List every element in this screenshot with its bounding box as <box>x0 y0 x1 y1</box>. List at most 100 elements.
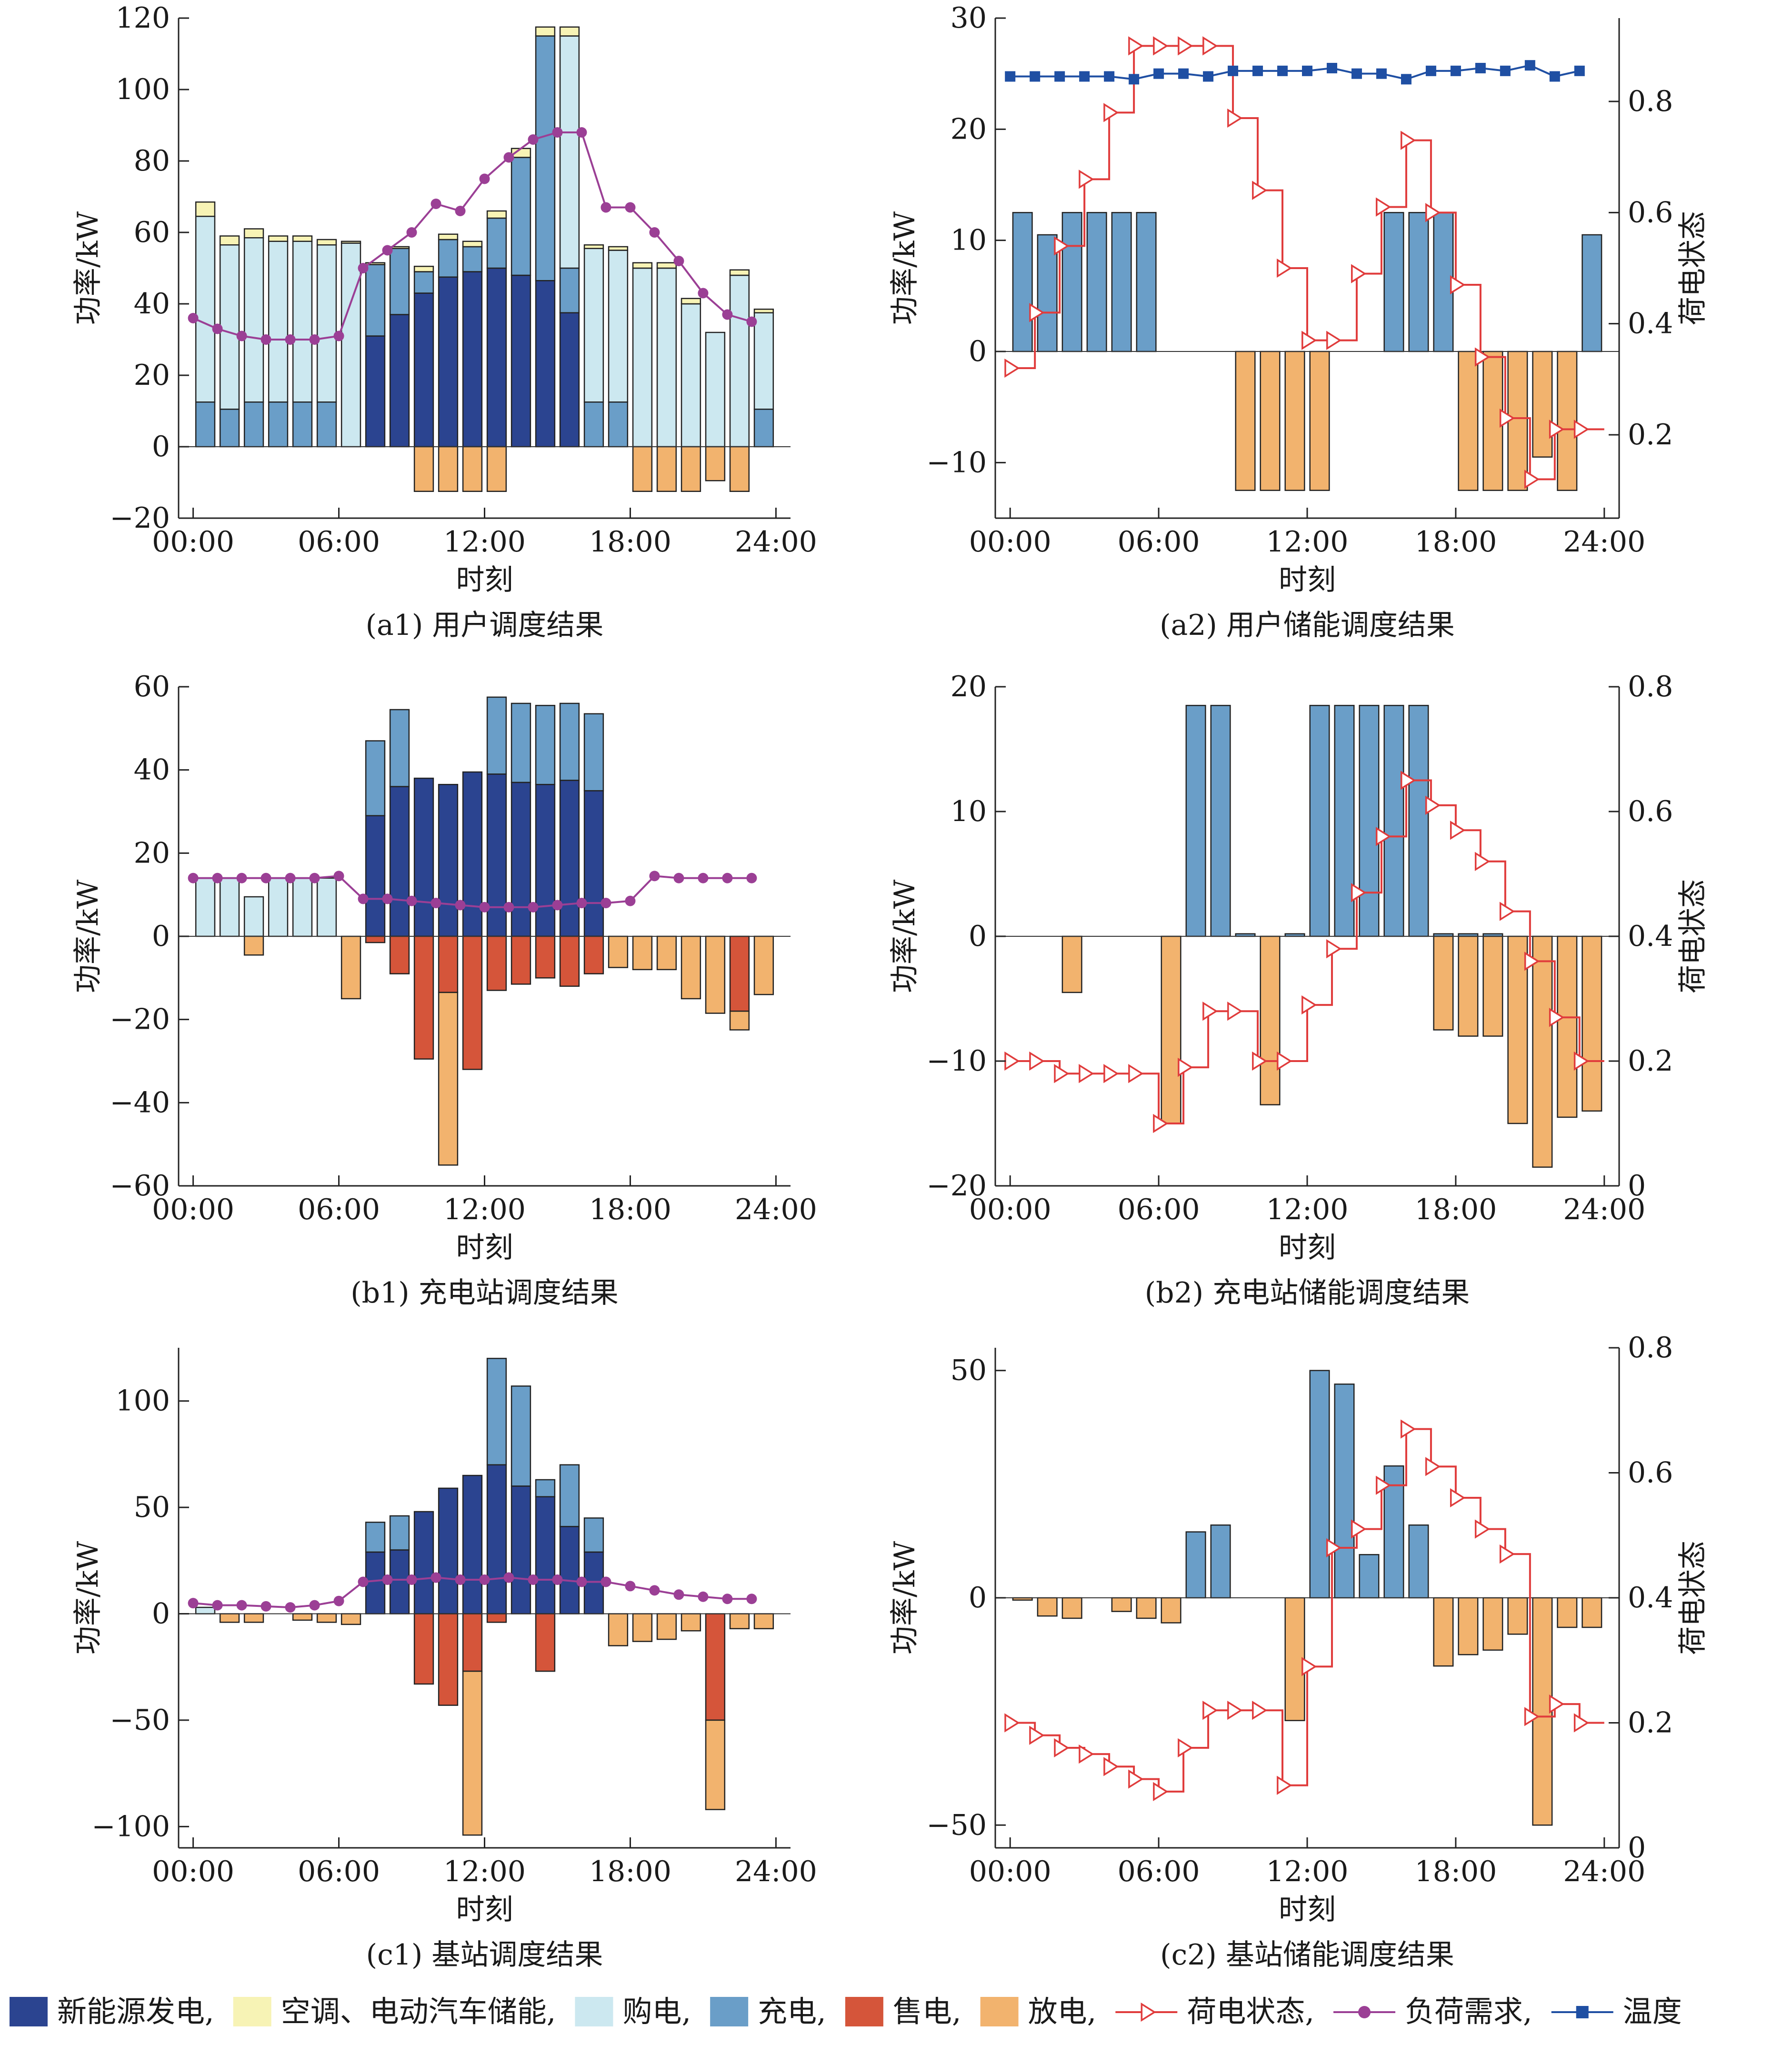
y2-tick-label: 0.8 <box>1628 670 1673 703</box>
marker-load <box>382 245 393 256</box>
marker-soc <box>1054 236 1070 256</box>
y2-tick-label: 0.4 <box>1628 1581 1673 1614</box>
bar-discharge <box>681 935 701 1000</box>
marker-soc <box>1400 130 1416 150</box>
marker-soc <box>1202 36 1218 56</box>
bar-discharge <box>1507 1597 1528 1635</box>
marker-load <box>406 227 417 238</box>
legend-swatch-buy <box>575 1997 613 2026</box>
y-tick-label: −20 <box>110 1003 170 1036</box>
bar-charge <box>1136 212 1157 352</box>
legend: 新能源发电, 空调、电动汽车储能, 购电, 充电, 售电, 放电, 荷电状态, 负荷需求, 温度 <box>10 1994 1682 2029</box>
marker-soc <box>1474 1519 1491 1539</box>
bar-discharge <box>729 446 750 492</box>
marker-soc <box>1128 1064 1144 1083</box>
marker-temp <box>1203 71 1214 82</box>
bar-charge <box>535 1479 556 1498</box>
marker-soc <box>1004 1051 1020 1071</box>
x-tick-label: 12:00 <box>443 1193 526 1226</box>
bar-buy <box>195 216 216 403</box>
marker-soc <box>1573 420 1590 439</box>
bar-charge <box>292 401 313 448</box>
marker-load <box>552 900 563 911</box>
marker-load <box>188 1598 199 1609</box>
marker-temp <box>1351 68 1362 79</box>
bar-charge <box>1334 1383 1355 1599</box>
marker-load <box>430 199 441 209</box>
bar-renewable <box>389 1549 410 1614</box>
bar-charge <box>511 157 531 276</box>
marker-load <box>455 900 466 911</box>
x-tick-label: 12:00 <box>443 525 526 559</box>
bar-charge <box>1408 705 1429 937</box>
bar-charge <box>1309 705 1330 937</box>
bar-buy <box>195 877 216 937</box>
y2-axis-label: 荷电状态 <box>1676 879 1710 993</box>
bar-renewable <box>535 783 556 937</box>
marker-temp <box>1277 65 1288 76</box>
bar-charge <box>365 1522 386 1553</box>
bar-buy <box>608 250 629 403</box>
y-tick-label: 0 <box>969 335 987 368</box>
bar-discharge <box>705 446 726 481</box>
bar-discharge <box>1260 351 1281 491</box>
marker-load <box>503 1572 514 1583</box>
bar-aircon_ev <box>243 228 264 239</box>
marker-temp <box>1030 71 1041 82</box>
legend-swatch-discharge <box>980 1997 1019 2026</box>
bar-aircon_ev <box>462 241 483 248</box>
x-axis-label: 时刻 <box>456 1231 513 1264</box>
marker-load <box>601 202 611 213</box>
marker-soc <box>1301 1657 1317 1676</box>
legend-label-sell: 售电, <box>893 1994 961 2029</box>
marker-load <box>698 288 709 299</box>
marker-soc <box>1326 331 1342 350</box>
bar-charge <box>583 401 604 448</box>
marker-soc <box>1103 103 1119 122</box>
bar-discharge <box>340 1613 361 1625</box>
marker-soc <box>1301 331 1317 350</box>
marker-soc <box>1549 1694 1565 1714</box>
marker-soc <box>1227 108 1243 128</box>
bar-charge <box>608 401 629 448</box>
marker-load <box>358 1576 369 1587</box>
bar-discharge <box>632 935 653 971</box>
y-axis-label: 功率/kW <box>71 1541 105 1655</box>
x-tick-label: 18:00 <box>1414 525 1497 559</box>
marker-load <box>576 127 587 138</box>
bar-charge <box>1582 234 1602 352</box>
bar-discharge <box>1557 935 1578 1118</box>
legend-label-soc: 荷电状态, <box>1187 1994 1314 2029</box>
legend-swatch-sell <box>845 1997 883 2026</box>
marker-load <box>673 1589 684 1600</box>
marker-soc <box>1128 36 1144 56</box>
marker-load <box>430 898 441 909</box>
bar-sell <box>705 1613 726 1721</box>
bar-charge <box>413 271 434 294</box>
y2-tick-label: 0.4 <box>1628 920 1673 953</box>
bar-buy <box>292 877 313 937</box>
marker-soc <box>1376 827 1392 846</box>
bar-discharge <box>1532 935 1553 1168</box>
bar-aircon_ev <box>656 262 677 269</box>
bar-sell <box>486 935 507 991</box>
x-tick-label: 24:00 <box>735 1855 817 1888</box>
x-tick-label: 12:00 <box>1266 1193 1349 1226</box>
bar-discharge <box>219 1613 240 1623</box>
bar-sell <box>438 935 459 993</box>
bar-aircon_ev <box>316 239 337 246</box>
marker-load <box>698 1591 709 1602</box>
y-tick-label: 120 <box>115 1 170 35</box>
y-tick-label: 100 <box>115 73 170 106</box>
marker-temp <box>1079 71 1090 82</box>
bar-sell <box>729 935 750 1012</box>
marker-soc <box>1573 1713 1590 1733</box>
bar-renewable <box>535 1496 556 1614</box>
bar-discharge <box>1582 1597 1602 1628</box>
marker-soc <box>1103 1757 1119 1776</box>
bar-charge <box>559 1464 580 1527</box>
bar-sell <box>486 1613 507 1623</box>
x-tick-label: 00:00 <box>152 525 234 559</box>
bar-charge <box>1210 1524 1231 1599</box>
